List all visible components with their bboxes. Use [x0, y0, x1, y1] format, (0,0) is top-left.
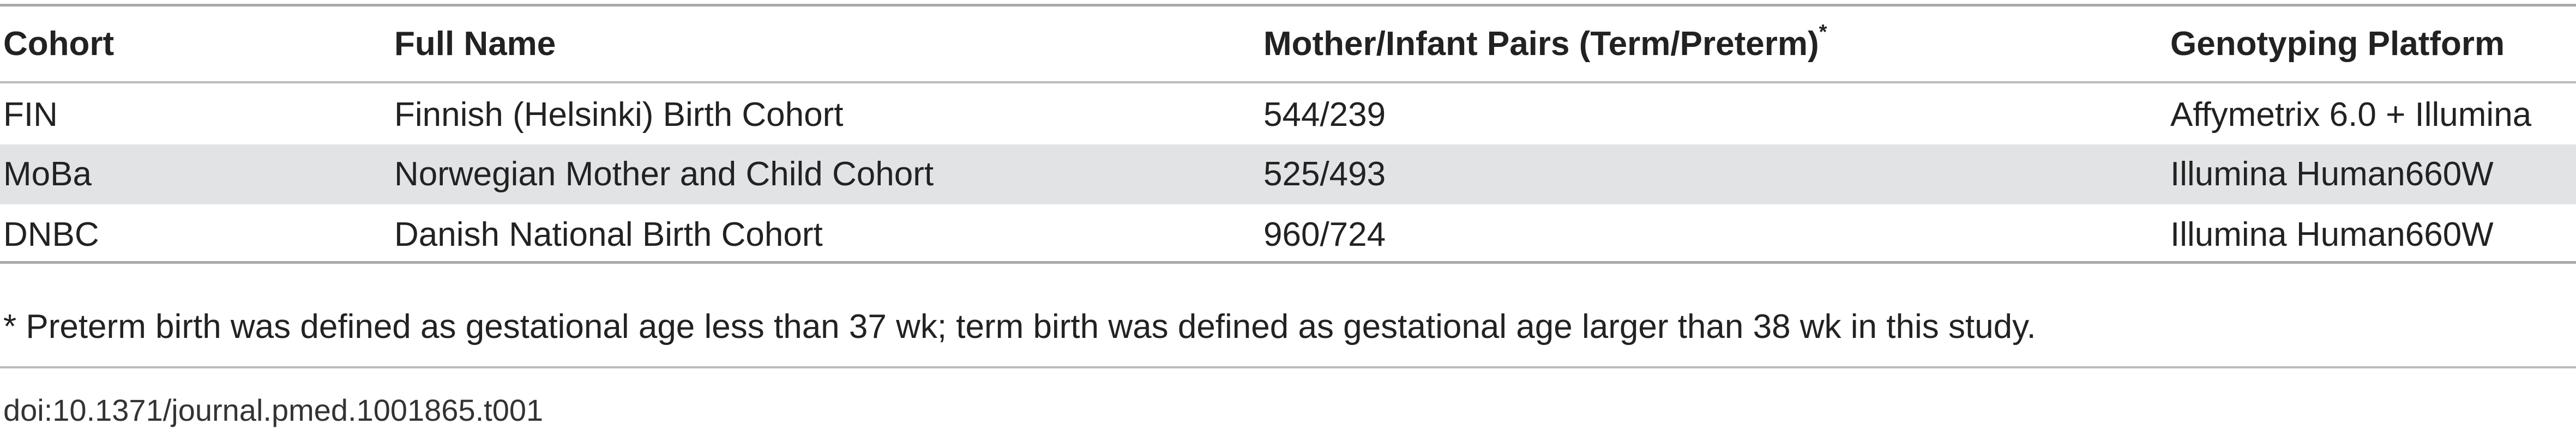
cell: Norwegian Mother and Child Cohort	[394, 155, 934, 193]
cell: Illumina Human660W	[2170, 155, 2494, 193]
table-bottom-rule	[0, 261, 2576, 264]
footnote-rule	[0, 366, 2576, 368]
header-rule	[0, 81, 2576, 83]
header-cell: Genotyping Platform	[2170, 25, 2505, 63]
header-cell: Cohort	[3, 25, 115, 63]
footnote: * Preterm birth was defined as gestation…	[3, 308, 2036, 346]
cell: 544/239	[1263, 96, 1386, 134]
cell: Affymetrix 6.0 + Illumina	[2170, 96, 2532, 134]
cell: Danish National Birth Cohort	[394, 216, 823, 253]
cell: DNBC	[3, 216, 99, 253]
header-mark: *	[1819, 21, 1827, 44]
cell: 525/493	[1263, 155, 1386, 193]
cell: MoBa	[3, 155, 92, 193]
cell: 960/724	[1263, 216, 1386, 253]
header-cell: Full Name	[394, 25, 556, 63]
header-text: Mother/Infant Pairs (Term/Preterm)	[1263, 25, 1819, 63]
header-cell: Mother/Infant Pairs (Term/Preterm)*	[1263, 22, 1827, 63]
cell: FIN	[3, 96, 58, 134]
cell: Finnish (Helsinki) Birth Cohort	[394, 96, 844, 134]
top-rule	[0, 4, 2576, 7]
doi: doi:10.1371/journal.pmed.1001865.t001	[3, 393, 544, 427]
cell: Illumina Human660W	[2170, 216, 2494, 253]
row-shade	[0, 144, 2576, 204]
